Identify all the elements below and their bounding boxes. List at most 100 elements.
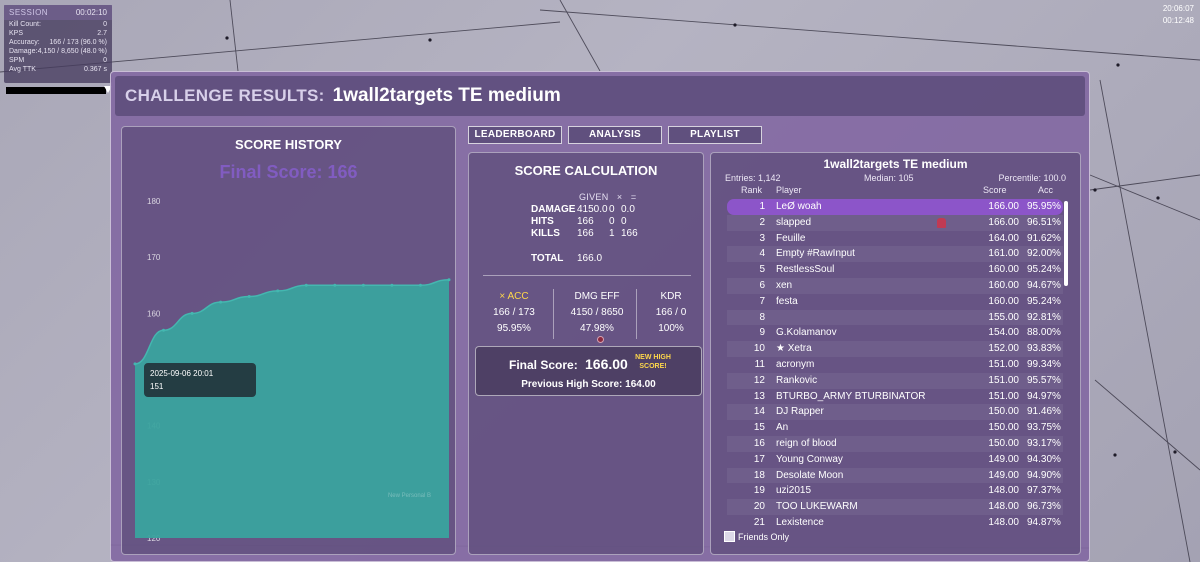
leaderboard-row[interactable]: 7 festa 160.00 95.24% — [727, 294, 1063, 310]
friends-only-label: Friends Only — [738, 531, 790, 542]
tab-leaderboard[interactable]: LEADERBOARD — [468, 126, 562, 144]
acc-ratio: 166 / 173 — [493, 307, 535, 318]
clock-time: 20:06:07 — [1162, 4, 1194, 13]
row-player: xen — [776, 279, 793, 291]
stat-divider — [636, 289, 637, 339]
row-score: 148.00 — [988, 516, 1019, 528]
history-final-score: Final Score: 166 — [219, 162, 358, 182]
row-acc: 91.46% — [1027, 406, 1061, 418]
row-acc: 92.00% — [1027, 248, 1061, 260]
leaderboard-scrollbar[interactable] — [1064, 201, 1068, 286]
kdr-pct: 100% — [658, 323, 684, 334]
leaderboard-row[interactable]: 16 reign of blood 150.00 93.17% — [727, 435, 1063, 452]
session-stat-row: Avg TTK 0.367 s — [4, 65, 112, 74]
calc-row-given: 4150.0 — [577, 204, 608, 215]
calc-row-label: KILLS — [531, 228, 560, 239]
calc-row-mult: 1 — [609, 228, 615, 239]
row-acc: 96.73% — [1027, 501, 1061, 513]
row-player: Rankovic — [776, 374, 818, 386]
row-player: Desolate Moon — [776, 469, 844, 481]
row-score: 160.00 — [988, 295, 1019, 307]
leaderboard-row[interactable]: 19 uzi2015 148.00 97.37% — [727, 483, 1063, 499]
row-score: 150.00 — [988, 422, 1019, 434]
leaderboard-row[interactable]: 3 Feuille 164.00 91.62% — [727, 231, 1063, 247]
row-rank: 10 — [753, 343, 765, 355]
leaderboard-row[interactable]: 13 BTURBO_ARMY BTURBINATOR 151.00 94.97% — [727, 389, 1063, 405]
row-player: BTURBO_ARMY BTURBINATOR — [776, 390, 926, 402]
row-player: TOO LUKEWARM — [776, 501, 858, 513]
leaderboard-row[interactable]: 20 TOO LUKEWARM 148.00 96.73% — [727, 499, 1063, 515]
row-rank: 14 — [753, 406, 765, 418]
leaderboard-row[interactable]: 5 RestlessSoul 160.00 95.24% — [727, 262, 1063, 278]
row-player: Feuille — [776, 232, 806, 244]
leaderboard-row[interactable]: 2 slapped 166.00 96.51% — [727, 214, 1063, 231]
leaderboard-panel: 1wall2targets TE medium Entries: 1,142 M… — [710, 152, 1081, 555]
row-score: 151.00 — [988, 390, 1019, 402]
dmg-eff-ratio: 4150 / 8650 — [570, 307, 624, 318]
friends-only-checkbox[interactable] — [724, 531, 735, 542]
score-point[interactable] — [361, 283, 365, 287]
leaderboard-row[interactable]: 6 xen 160.00 94.67% — [727, 277, 1063, 294]
leaderboard-row[interactable]: 18 Desolate Moon 149.00 94.90% — [727, 467, 1063, 484]
kdr-stat: KDR 166 / 0 100% — [636, 289, 706, 337]
row-score: 155.00 — [988, 311, 1019, 323]
score-point[interactable] — [162, 328, 166, 332]
final-score-label: Final Score: — [509, 358, 578, 372]
header-acc: Acc — [1038, 185, 1054, 195]
tab-analysis[interactable]: ANALYSIS — [568, 126, 662, 144]
row-score: 148.00 — [988, 501, 1019, 513]
session-stat-row: SPM 0 — [4, 56, 112, 65]
challenge-results-panel: CHALLENGE RESULTS: 1wall2targets TE medi… — [110, 71, 1090, 562]
acc-pct: 95.95% — [497, 323, 531, 334]
friends-only-toggle[interactable]: Friends Only — [724, 531, 789, 542]
score-point[interactable] — [390, 283, 394, 287]
leaderboard-row[interactable]: 1 LeØ woah 166.00 95.95% — [727, 199, 1063, 215]
leaderboard-row[interactable]: 9 G.Kolamanov 154.00 88.00% — [727, 325, 1063, 341]
session-stat-row: Kill Count: 0 — [4, 20, 112, 29]
row-acc: 88.00% — [1027, 327, 1061, 339]
row-score: 160.00 — [988, 264, 1019, 276]
row-score: 160.00 — [988, 279, 1019, 291]
row-acc: 94.67% — [1027, 279, 1061, 291]
calc-row-result: 0.0 — [621, 204, 635, 215]
leaderboard-row[interactable]: 8 155.00 92.81% — [727, 309, 1063, 326]
row-acc: 94.90% — [1027, 469, 1061, 481]
row-player: An — [776, 422, 789, 434]
leaderboard-row[interactable]: 17 Young Conway 149.00 94.30% — [727, 452, 1063, 468]
score-point[interactable] — [276, 289, 280, 293]
score-point[interactable] — [447, 278, 451, 282]
final-score-value: 166.00 — [585, 356, 628, 372]
score-point[interactable] — [133, 362, 137, 366]
row-acc: 95.57% — [1027, 374, 1061, 386]
leaderboard-row[interactable]: 12 Rankovic 151.00 95.57% — [727, 372, 1063, 389]
dropdown-arrow-icon[interactable] — [104, 86, 112, 93]
calc-col-given: GIVEN — [579, 192, 609, 202]
score-point[interactable] — [190, 311, 194, 315]
row-player: ★ Xetra — [776, 343, 812, 355]
row-player: RestlessSoul — [776, 264, 835, 276]
score-point[interactable] — [418, 283, 422, 287]
leaderboard-row[interactable]: 4 Empty #RawInput 161.00 92.00% — [727, 246, 1063, 263]
y-tick-label: 120 — [147, 534, 161, 543]
score-line — [134, 278, 450, 365]
score-point[interactable] — [247, 295, 251, 299]
calc-col-equals: = — [630, 192, 637, 202]
leaderboard-row[interactable]: 14 DJ Rapper 150.00 91.46% — [727, 404, 1063, 421]
row-rank: 5 — [759, 264, 765, 276]
score-point[interactable] — [219, 300, 223, 304]
score-point[interactable] — [333, 283, 337, 287]
leaderboard-row[interactable]: 21 Lexistence 148.00 94.87% — [727, 515, 1063, 531]
leaderboard-row[interactable]: 11 acronym 151.00 99.34% — [727, 357, 1063, 373]
row-score: 164.00 — [988, 232, 1019, 244]
row-rank: 7 — [759, 295, 765, 307]
row-player: G.Kolamanov — [776, 327, 837, 339]
leaderboard-rows: 1 LeØ woah 166.00 95.95% 2 slapped 166.00 96.51… — [727, 199, 1063, 531]
score-calculation-panel: SCORE CALCULATION GIVEN × = DAMAGE 4150.… — [468, 152, 704, 555]
row-rank: 21 — [753, 516, 765, 528]
tab-playlist[interactable]: PLAYLIST — [668, 126, 762, 144]
leaderboard-row[interactable]: 15 An 150.00 93.75% — [727, 420, 1063, 436]
leaderboard-row[interactable]: 10 ★ Xetra 152.00 93.83% — [727, 341, 1063, 357]
score-point[interactable] — [304, 283, 308, 287]
row-player: festa — [776, 295, 798, 307]
row-player: slapped — [776, 216, 812, 228]
